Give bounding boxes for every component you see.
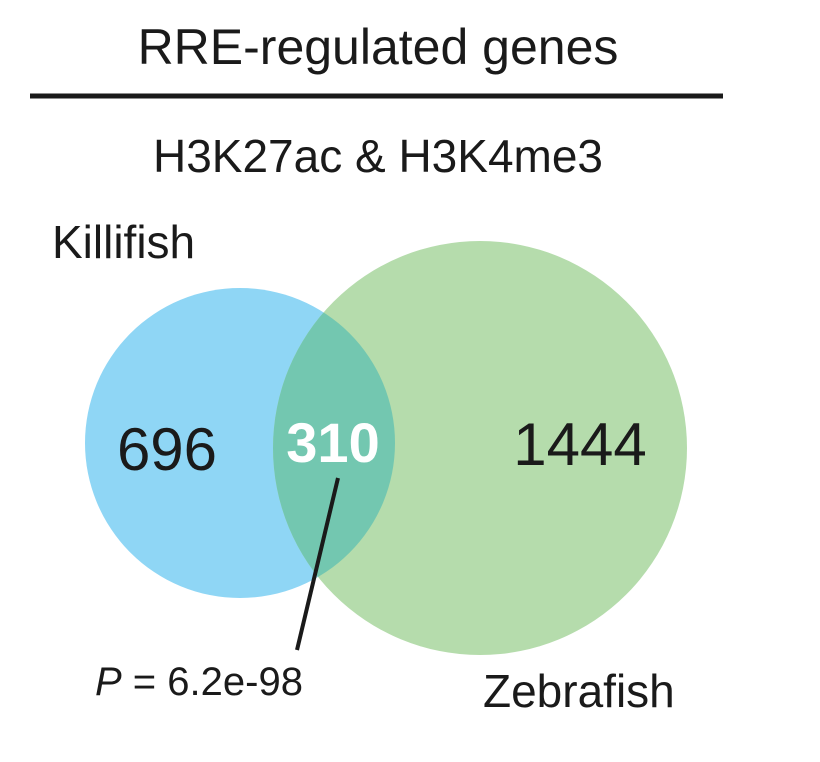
pvalue-label: P = 6.2e-98 bbox=[95, 660, 303, 704]
zebrafish-label: Zebrafish bbox=[483, 665, 675, 717]
pvalue-symbol: P bbox=[95, 660, 122, 704]
pvalue-number: 6.2e-98 bbox=[167, 660, 303, 704]
diagram-subtitle: H3K27ac & H3K4me3 bbox=[153, 130, 603, 182]
diagram-title: RRE-regulated genes bbox=[138, 19, 619, 75]
pvalue-equals: = bbox=[122, 660, 168, 704]
killifish-label: Killifish bbox=[52, 216, 195, 268]
zebrafish-unique-count: 1444 bbox=[513, 411, 646, 478]
killifish-unique-count: 696 bbox=[117, 416, 217, 483]
pvalue-pointer-line bbox=[295, 477, 340, 651]
overlap-count: 310 bbox=[286, 411, 379, 474]
zebrafish-circle bbox=[273, 241, 687, 655]
